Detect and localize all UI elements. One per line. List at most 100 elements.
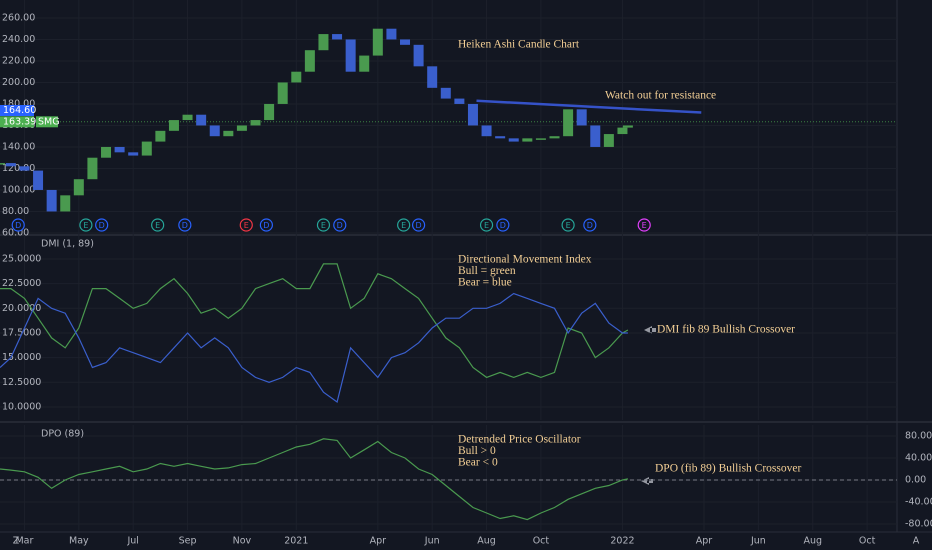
x-tick-label: May bbox=[69, 536, 89, 547]
candle bbox=[33, 170, 44, 190]
x-tick-label: Jul bbox=[126, 536, 138, 547]
y-tick-label: 100.00 bbox=[2, 184, 35, 195]
event-marker bbox=[178, 218, 192, 232]
x-tick-label: Apr bbox=[370, 536, 387, 547]
series-line bbox=[0, 292, 628, 404]
candle bbox=[413, 44, 424, 67]
candle bbox=[467, 103, 478, 126]
candle bbox=[19, 166, 30, 171]
candle bbox=[5, 163, 16, 167]
candle bbox=[549, 136, 560, 139]
candle bbox=[590, 125, 601, 147]
candle bbox=[454, 98, 465, 104]
candle bbox=[277, 82, 288, 104]
y-tick-label: 60.00 bbox=[2, 227, 29, 238]
candle bbox=[400, 39, 411, 45]
event-marker bbox=[397, 218, 411, 232]
event-marker bbox=[496, 218, 510, 232]
candle bbox=[481, 125, 492, 137]
toolbar-button[interactable]: A bbox=[913, 536, 920, 547]
candle bbox=[563, 109, 574, 137]
candle bbox=[508, 138, 519, 142]
event-label: E bbox=[83, 221, 88, 230]
y-tick-label: 22.5000 bbox=[2, 278, 41, 289]
y-tick-label: 0.00 bbox=[905, 475, 926, 486]
event-label: E bbox=[244, 221, 249, 230]
price-label-box bbox=[0, 116, 34, 128]
event-marker bbox=[333, 218, 347, 232]
y-tick-label: 20.0000 bbox=[2, 303, 41, 314]
annotation: Bear < 0 bbox=[458, 457, 498, 469]
candle bbox=[182, 114, 193, 121]
candle bbox=[440, 87, 451, 99]
candle bbox=[535, 138, 546, 140]
y-tick-label: -80.00 bbox=[905, 519, 932, 530]
price-label-box bbox=[0, 105, 34, 117]
pane-title: DPO (89) bbox=[41, 429, 84, 440]
event-label: D bbox=[263, 221, 269, 230]
chart-annotation: Watch out for resistance bbox=[605, 90, 716, 102]
event-label: D bbox=[99, 221, 105, 230]
y-tick-label: 200.00 bbox=[2, 77, 35, 88]
candle bbox=[101, 146, 112, 158]
callout-text: DPO (fib 89) Bullish Crossover bbox=[655, 463, 801, 475]
symbol-label-box bbox=[36, 116, 58, 128]
event-marker bbox=[259, 218, 273, 232]
candle bbox=[359, 55, 370, 72]
x-tick-label: Jun bbox=[750, 536, 766, 547]
pane-title: DMI (1, 89) bbox=[41, 239, 94, 250]
candle bbox=[318, 34, 329, 51]
candle bbox=[622, 125, 633, 128]
candle bbox=[576, 109, 587, 126]
price-label: 163.39 bbox=[3, 116, 36, 127]
candle bbox=[304, 50, 315, 72]
callout-arrow bbox=[644, 326, 656, 334]
callout-arrow bbox=[641, 477, 653, 485]
y-tick-label: 220.00 bbox=[2, 55, 35, 66]
event-label: D bbox=[416, 221, 422, 230]
candle bbox=[427, 66, 438, 88]
y-tick-label: 10.0000 bbox=[2, 401, 41, 412]
event-marker bbox=[11, 218, 25, 232]
candle bbox=[168, 120, 179, 131]
callout-text: DMI fib 89 Bullish Crossover bbox=[657, 324, 795, 336]
event-marker bbox=[316, 218, 331, 232]
y-tick-label: 180.00 bbox=[2, 98, 35, 109]
x-tick-label: Sep bbox=[179, 536, 197, 547]
candle bbox=[223, 130, 234, 137]
annotation: Bull = green bbox=[458, 265, 516, 277]
event-marker bbox=[561, 218, 575, 232]
candle bbox=[603, 134, 614, 147]
candle bbox=[141, 141, 152, 156]
candle bbox=[0, 163, 5, 165]
chart-annotation: Heiken Ashi Candle Chart bbox=[458, 39, 580, 51]
event-marker bbox=[239, 218, 253, 232]
annotation: Detrended Price Oscillator bbox=[458, 434, 581, 446]
x-tick-label: 2022 bbox=[610, 536, 634, 547]
x-tick-label: Oct bbox=[859, 536, 876, 547]
trendline bbox=[476, 99, 702, 114]
x-tick-label: Oct bbox=[533, 536, 550, 547]
event-marker bbox=[151, 218, 165, 232]
candle bbox=[114, 146, 125, 153]
event-label: E bbox=[401, 221, 406, 230]
event-label: D bbox=[500, 221, 506, 230]
candle bbox=[372, 28, 383, 56]
candle bbox=[73, 179, 84, 196]
x-tick-label: Apr bbox=[696, 536, 713, 547]
x-tick-label: Mar bbox=[15, 536, 33, 547]
price-label: 164.60 bbox=[3, 105, 36, 116]
event-label: E bbox=[566, 221, 571, 230]
x-tick-label: Aug bbox=[803, 536, 822, 547]
event-marker bbox=[412, 218, 426, 232]
y-tick-label: 12.5000 bbox=[2, 377, 41, 388]
y-tick-label: 260.00 bbox=[2, 12, 35, 23]
candle bbox=[291, 71, 302, 83]
candle bbox=[236, 125, 247, 131]
candle bbox=[332, 34, 343, 40]
symbol-label: SMG bbox=[38, 116, 60, 127]
y-tick-label: 80.00 bbox=[2, 206, 29, 217]
toolbar-button[interactable]: Z bbox=[13, 536, 20, 547]
candle bbox=[87, 157, 98, 180]
